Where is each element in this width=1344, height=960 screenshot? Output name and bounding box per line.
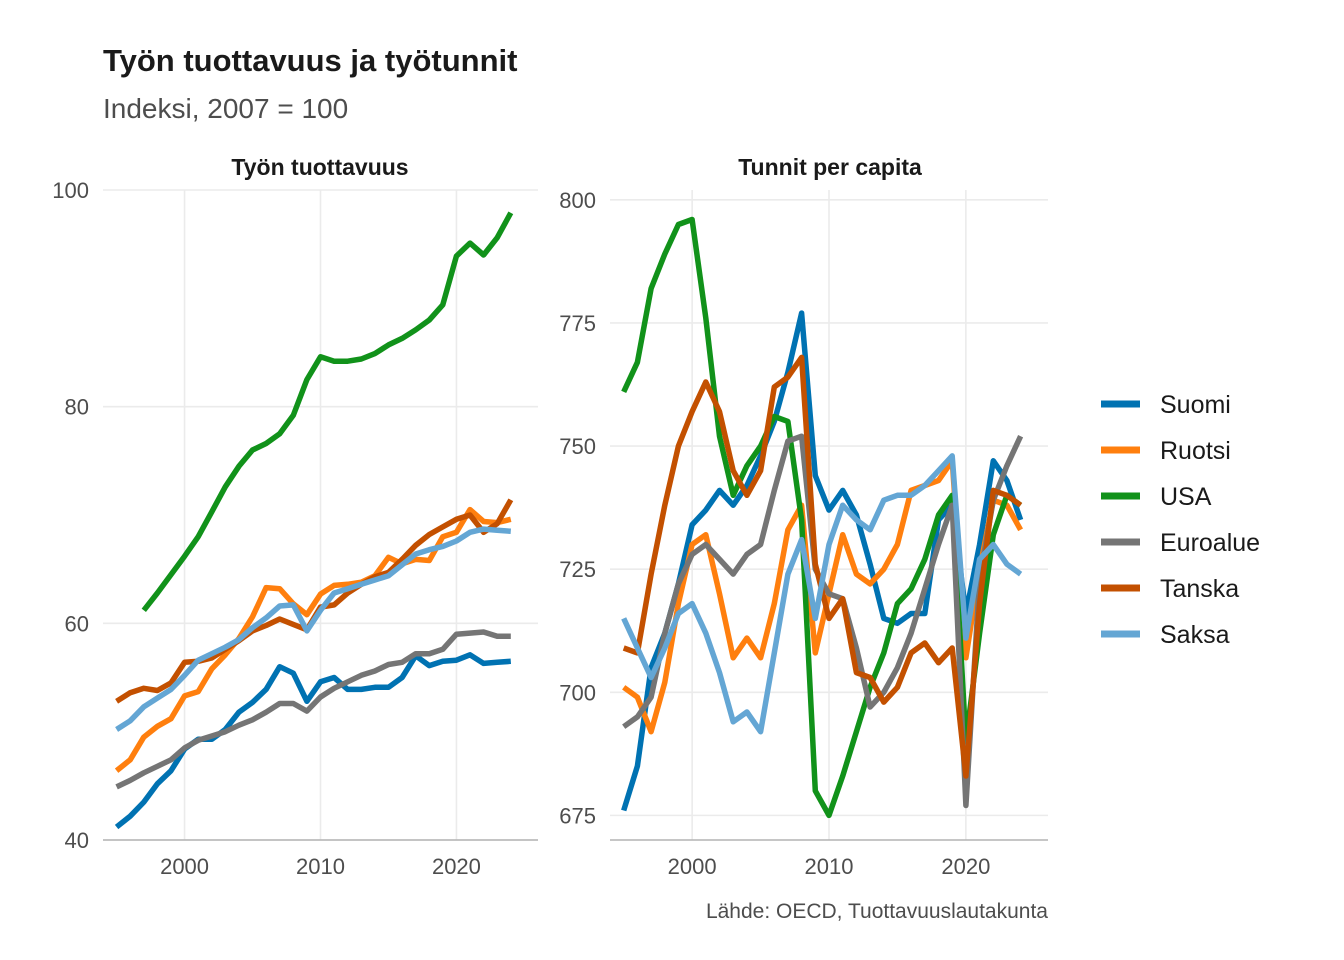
chart-caption: Lähde: OECD, Tuottavuuslautakunta [706,900,1048,923]
legend-item-euroalue: Euroalue [1101,529,1260,557]
y-tick-label: 725 [559,557,596,582]
gridlines-productivity [103,189,538,841]
x-tick-label: 2020 [432,854,481,879]
x-tick-label: 2010 [296,854,345,879]
chart-subtitle: Indeksi, 2007 = 100 [103,93,348,124]
legend-label: Saksa [1160,621,1230,649]
series-line-saksa-productivity [115,526,512,732]
y-tick-label: 800 [559,188,596,213]
y-tick-label: 700 [559,680,596,705]
y-tick-label: 750 [559,434,596,459]
legend-item-usa: USA [1101,483,1212,511]
panel-hours: Tunnit per capita 675 700 725 750 775 800 2000… [559,154,1048,879]
panel-title-productivity: Työn tuottavuus [231,154,408,180]
series-line-saksa-hours [621,453,1023,735]
legend-item-suomi: Suomi [1101,391,1231,419]
legend-label: Tanska [1160,575,1239,603]
legend-item-tanska: Tanska [1101,575,1239,603]
y-tick-label: 40 [65,828,89,853]
y-tick-label: 100 [52,178,89,203]
x-tick-label: 2010 [805,854,854,879]
y-tick-label: 80 [65,395,89,420]
x-tick-label: 2000 [160,854,209,879]
legend-label: Ruotsi [1160,437,1231,465]
series-line-usa-productivity [141,211,514,612]
series-line-euroalue-productivity [115,629,511,790]
chart-title: Työn tuottavuus ja työtunnit [103,43,517,78]
series-line-ruotsi-productivity [114,506,512,773]
y-tick-label: 775 [559,311,596,336]
legend-item-saksa: Saksa [1101,621,1230,649]
legend-label: Suomi [1160,391,1231,419]
x-tick-label: 2020 [941,854,990,879]
legend-item-ruotsi: Ruotsi [1101,437,1231,465]
legend-label: USA [1160,483,1212,511]
panel-productivity: Työn tuottavuus 40 60 80 100 2000 2010 2020 [52,154,538,879]
panel-title-hours: Tunnit per capita [738,154,922,180]
legend: Suomi Ruotsi USA Euroalue Tanska Saksa [1101,391,1260,649]
y-tick-label: 60 [65,611,89,636]
legend-label: Euroalue [1160,529,1260,557]
x-tick-label: 2000 [668,854,717,879]
y-tick-label: 675 [559,803,596,828]
